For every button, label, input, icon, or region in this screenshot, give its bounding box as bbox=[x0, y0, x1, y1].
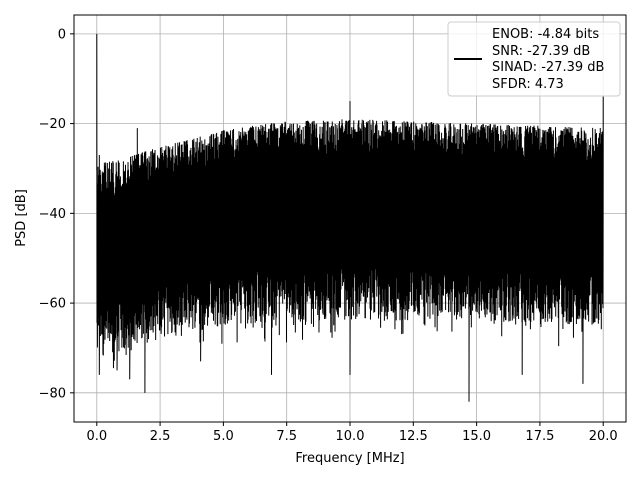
y-tick-label-3: −60 bbox=[39, 297, 66, 312]
legend: ENOB: -4.84 bits SNR: -27.39 dB SINAD: -… bbox=[447, 21, 621, 97]
legend-line-sinad: SINAD: -27.39 dB bbox=[492, 60, 604, 75]
legend-line-snr: SNR: -27.39 dB bbox=[492, 44, 590, 59]
y-tick-label-1: −20 bbox=[39, 117, 66, 132]
psd-line bbox=[96, 33, 604, 402]
x-tick-label-5: 12.5 bbox=[399, 429, 428, 444]
x-axis-label: Frequency [MHz] bbox=[295, 451, 404, 466]
y-axis-label: PSD [dB] bbox=[14, 189, 29, 247]
psd-series bbox=[96, 33, 604, 402]
x-axis-ticks: 0.0 2.5 5.0 7.5 10.0 12.5 15.0 17.5 20.0 bbox=[86, 422, 618, 444]
x-tick-label-4: 10.0 bbox=[336, 429, 365, 444]
x-tick-label-0: 0.0 bbox=[86, 429, 107, 444]
y-tick-label-2: −40 bbox=[39, 207, 66, 222]
legend-line-enob: ENOB: -4.84 bits bbox=[492, 27, 599, 42]
y-tick-label-0: 0 bbox=[58, 27, 66, 42]
x-tick-label-1: 2.5 bbox=[150, 429, 171, 444]
y-axis-ticks: 0 −20 −40 −60 −80 bbox=[39, 27, 74, 401]
y-tick-label-4: −80 bbox=[39, 386, 66, 401]
x-tick-label-6: 15.0 bbox=[462, 429, 491, 444]
x-tick-label-2: 5.0 bbox=[213, 429, 234, 444]
x-tick-label-8: 20.0 bbox=[589, 429, 618, 444]
legend-line-sfdr: SFDR: 4.73 bbox=[492, 77, 564, 92]
legend-box bbox=[447, 21, 621, 97]
x-tick-label-7: 17.5 bbox=[525, 429, 554, 444]
x-tick-label-3: 7.5 bbox=[276, 429, 297, 444]
